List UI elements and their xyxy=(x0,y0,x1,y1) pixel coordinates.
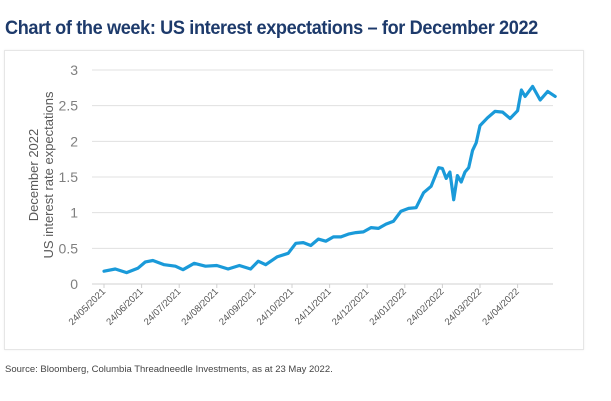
y-tick-label: 1 xyxy=(70,205,78,221)
y-tick-label: 2 xyxy=(70,133,78,149)
x-tick-label: 24/09/2021 xyxy=(217,286,258,327)
source-note: Source: Bloomberg, Columbia Threadneedle… xyxy=(5,364,333,375)
y-tick-label: 2.5 xyxy=(59,98,79,114)
y-tick-label: 1.5 xyxy=(59,169,79,185)
chart-title: Chart of the week: US interest expectati… xyxy=(5,17,538,39)
chart-frame xyxy=(4,50,584,350)
x-tick-label: 24/12/2021 xyxy=(330,286,371,327)
y-tick-label: 3 xyxy=(70,62,78,78)
y-axis-label-line: US interest rate expectations xyxy=(41,91,56,258)
series-line xyxy=(102,84,557,275)
x-tick-label: 24/05/2021 xyxy=(67,286,108,327)
x-axis-ticks: 24/05/202124/06/202124/07/202124/08/2021… xyxy=(67,286,522,327)
x-tick-label: 24/01/2022 xyxy=(368,286,409,327)
y-axis-ticks: 0 0.5 1 1.5 2 2.5 3 xyxy=(59,62,79,292)
y-axis-label: December 2022 US interest rate expectatio… xyxy=(26,91,56,258)
x-tick-label: 24/03/2022 xyxy=(443,286,484,327)
x-tick-label: 24/10/2021 xyxy=(255,286,296,327)
y-tick-label: 0 xyxy=(70,276,78,292)
gridlines xyxy=(92,69,553,249)
x-tick-label: 24/04/2022 xyxy=(480,286,521,327)
x-tick-label: 24/02/2022 xyxy=(405,286,446,327)
x-tick-label: 24/06/2021 xyxy=(104,286,145,327)
y-tick-label: 0.5 xyxy=(59,240,79,256)
x-tick-label: 24/11/2021 xyxy=(293,286,334,327)
x-axis xyxy=(92,283,553,288)
y-axis-label-line: December 2022 xyxy=(26,129,41,222)
x-tick-label: 24/07/2021 xyxy=(142,286,183,327)
x-tick-label: 24/08/2021 xyxy=(180,286,221,327)
